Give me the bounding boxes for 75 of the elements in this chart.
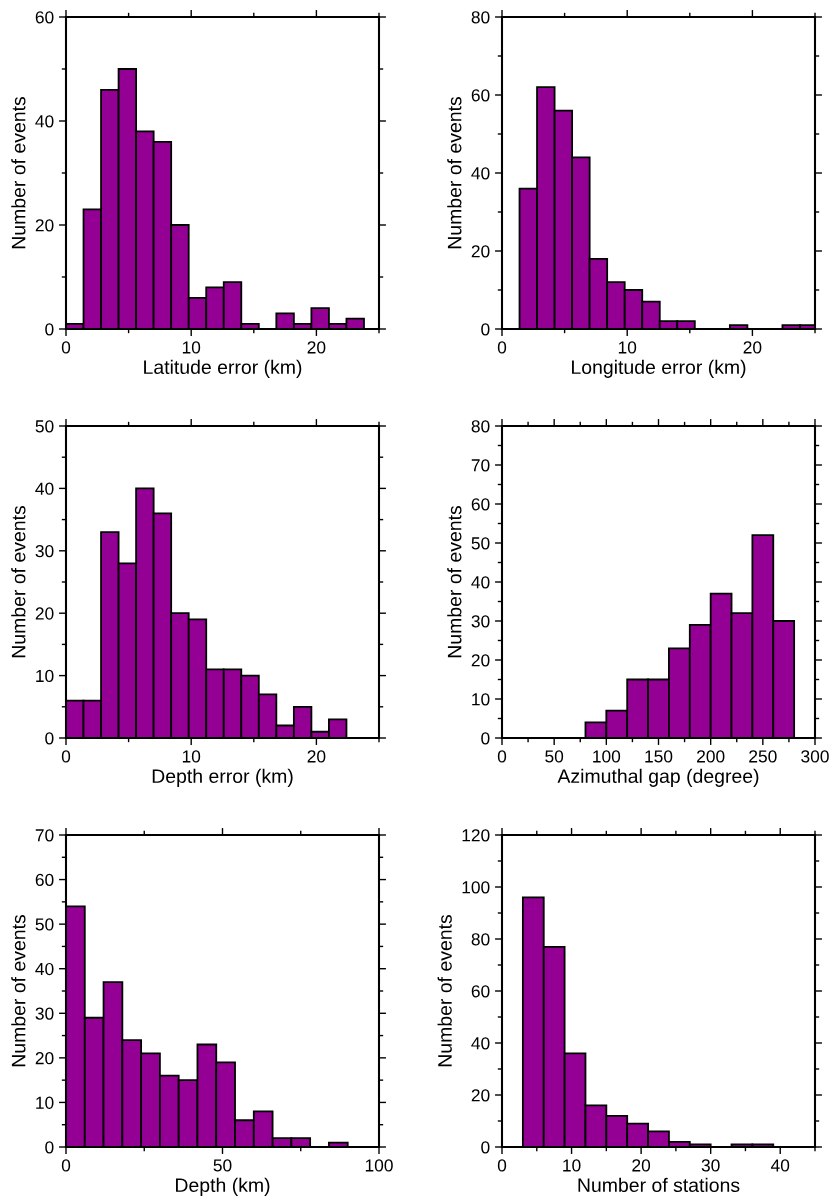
y-tick-label: 40 [35,962,54,976]
x-tick-label: 0 [61,1159,71,1172]
y-tick-label: 60 [471,985,490,998]
y-tick-label: 40 [471,167,490,180]
y-tick-label: 50 [35,918,54,931]
y-tick-label: 40 [471,1037,490,1050]
x-tick-label: 20 [743,341,762,354]
x-tick-label: 10 [182,341,201,354]
y-axis-title: Number of events [447,96,462,249]
x-tick-label: 50 [545,750,564,763]
x-tick-label: 250 [749,750,777,763]
y-tick-label: 20 [471,654,490,667]
x-tick-label: 0 [497,341,507,354]
x-tick-label: 20 [307,750,326,763]
y-tick-label: 0 [45,732,54,745]
y-tick-label: 80 [471,933,490,946]
y-axis-title: Number of events [437,914,452,1067]
x-axis-title: Azimuthal gap (degree) [557,768,759,787]
y-tick-label: 30 [35,1007,54,1020]
y-tick-label: 70 [35,829,54,842]
y-tick-label: 50 [471,537,490,550]
y-tick-label: 120 [462,829,490,842]
x-tick-label: 300 [801,750,829,763]
x-tick-label: 0 [497,1159,507,1172]
y-tick-label: 60 [35,873,54,887]
x-tick-label: 0 [61,341,71,354]
x-tick-label: 50 [213,1159,232,1172]
y-tick-label: 60 [471,89,490,102]
x-tick-label: 0 [497,750,507,763]
x-tick-label: 20 [307,341,326,354]
y-axis-title: Number of events [447,505,462,658]
y-tick-label: 20 [471,245,490,258]
y-tick-label: 20 [35,1052,54,1065]
y-tick-label: 50 [35,420,54,433]
x-tick-label: 10 [563,1159,581,1172]
x-axis-title: Depth (km) [176,1177,270,1196]
x-tick-label: 10 [618,341,637,354]
y-tick-label: 0 [481,1141,490,1154]
x-tick-label: 40 [770,1159,790,1172]
y-axis-title: Number of events [11,914,26,1067]
y-tick-label: 10 [36,1096,54,1109]
y-tick-label: 0 [481,732,490,745]
y-tick-label: 20 [35,219,54,232]
y-tick-label: 100 [462,881,490,894]
y-tick-label: 80 [471,420,490,433]
y-tick-label: 10 [36,669,54,683]
y-tick-label: 0 [45,323,54,336]
x-axis-title: Number of stations [578,1177,740,1193]
y-tick-label: 10 [472,693,490,706]
x-tick-label: 20 [632,1159,651,1172]
y-axis-title: Number of events [11,96,26,249]
y-tick-label: 30 [35,544,54,558]
x-tick-label: 200 [697,750,725,763]
x-tick-label: 0 [61,750,71,763]
x-axis-title: Latitude error (km) [144,359,302,378]
x-axis-title: Depth error (km) [152,768,293,787]
y-tick-label: 30 [471,615,490,628]
x-tick-label: 10 [182,750,201,763]
y-tick-label: 20 [35,607,54,620]
y-tick-label: 40 [471,576,490,589]
y-tick-label: 60 [35,11,54,24]
y-tick-label: 0 [481,323,490,336]
y-tick-label: 20 [471,1089,490,1102]
x-tick-label: 100 [365,1159,393,1172]
y-tick-label: 0 [45,1141,54,1154]
x-tick-label: 150 [645,750,673,763]
y-tick-label: 40 [35,482,54,495]
y-tick-label: 70 [471,459,490,472]
y-tick-label: 60 [471,498,490,511]
x-axis-title: Longitude error (km) [572,359,746,378]
y-tick-label: 80 [471,11,490,24]
x-tick-label: 100 [593,750,621,763]
y-tick-label: 40 [35,115,54,128]
x-tick-label: 30 [701,1159,720,1172]
y-axis-title: Number of events [11,505,26,658]
